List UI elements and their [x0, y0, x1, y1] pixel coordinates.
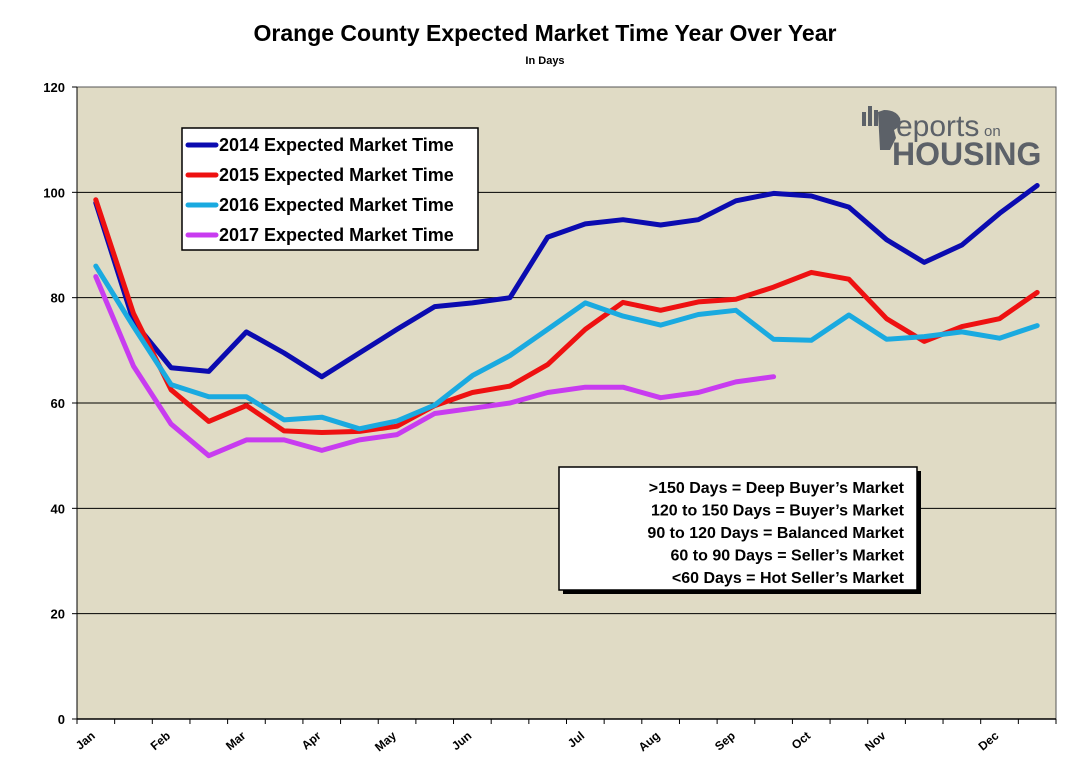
y-tick-label: 20 — [51, 607, 65, 622]
market-guide-box: >150 Days = Deep Buyer’s Market 120 to 15… — [558, 466, 921, 594]
legend-label: 2015 Expected Market Time — [219, 165, 454, 185]
guide-line: 90 to 120 Days = Balanced Market — [647, 525, 904, 542]
series-lines — [93, 183, 1040, 459]
legend-label: 2017 Expected Market Time — [219, 225, 454, 245]
y-tick-label: 60 — [51, 396, 65, 411]
x-tick-label: Dec — [976, 728, 1002, 753]
reports-on-housing-logo: eports on HOUSING — [862, 106, 1041, 172]
series-line-2 — [93, 197, 1040, 435]
guide-line: >150 Days = Deep Buyer’s Market — [649, 480, 905, 497]
chart-title: Orange County Expected Market Time Year … — [253, 20, 837, 46]
guide-line: 60 to 90 Days = Seller’s Market — [671, 548, 905, 565]
logo-text-on: on — [984, 123, 1001, 140]
y-tick-label: 0 — [58, 712, 65, 727]
guide-line: 120 to 150 Days = Buyer’s Market — [651, 503, 905, 520]
x-tick-label: Feb — [148, 729, 173, 753]
legend-label: 2014 Expected Market Time — [219, 135, 454, 155]
legend: 2014 Expected Market Time 2015 Expected M… — [181, 127, 479, 251]
y-tick-label: 120 — [43, 80, 65, 95]
y-tick-label: 100 — [43, 185, 65, 200]
y-tick-label: 80 — [51, 291, 65, 306]
guide-box-frame — [558, 466, 918, 591]
x-tick-label: Jan — [73, 729, 98, 753]
guide-line: <60 Days = Hot Seller’s Market — [672, 570, 905, 587]
x-tick-label: Mar — [223, 728, 249, 753]
x-tick-label: Jul — [565, 729, 587, 751]
series-line-3 — [93, 263, 1040, 432]
y-axis: 0 20 40 60 80 100 120 — [43, 80, 77, 727]
series-line-4 — [93, 274, 777, 459]
x-tick-label: Oct — [789, 729, 813, 753]
x-tick-label: Aug — [636, 729, 663, 755]
legend-box — [181, 127, 479, 251]
chart-subtitle: In Days — [525, 55, 565, 67]
x-tick-label: Sep — [712, 729, 738, 754]
logo-text-housing: HOUSING — [892, 136, 1041, 172]
x-tick-label: Jun — [449, 729, 474, 753]
x-tick-label: May — [372, 728, 399, 754]
x-tick-label: Apr — [299, 728, 324, 752]
y-tick-label: 40 — [51, 501, 65, 516]
logo-text-reports: eports — [896, 110, 979, 143]
x-axis: Jan Feb Mar Apr May Jun Jul Aug Sep Oct Nov Dec — [73, 87, 1057, 755]
legend-label: 2016 Expected Market Time — [219, 195, 454, 215]
series-line-1 — [93, 183, 1040, 380]
x-tick-label: Nov — [862, 728, 889, 754]
